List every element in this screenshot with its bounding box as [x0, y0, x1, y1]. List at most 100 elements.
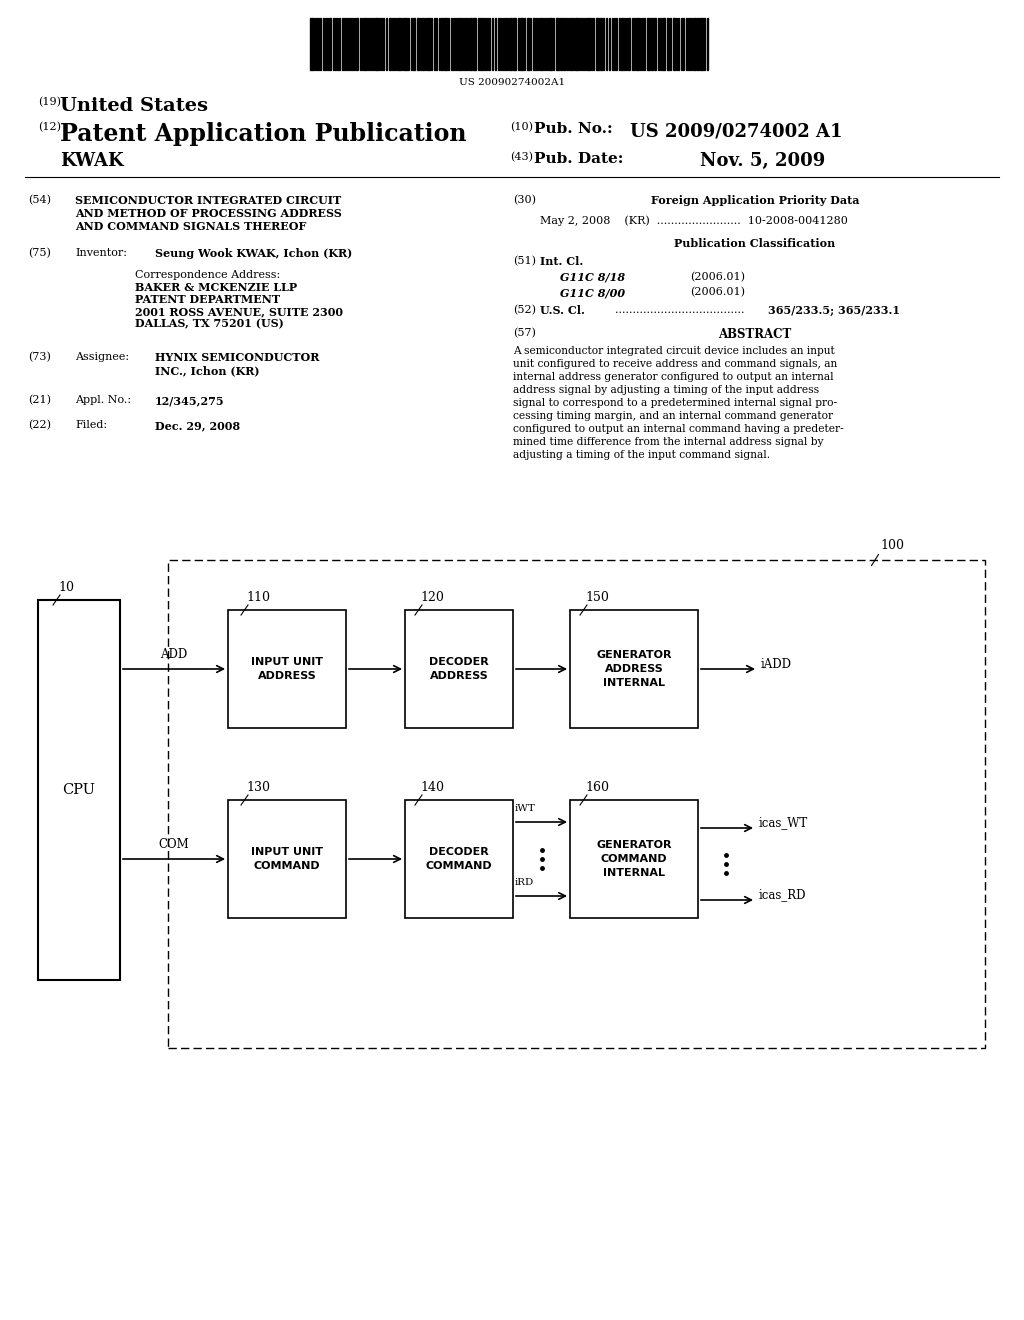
Text: PATENT DEPARTMENT: PATENT DEPARTMENT — [135, 294, 281, 305]
Text: 150: 150 — [585, 591, 609, 605]
Text: iADD: iADD — [761, 657, 792, 671]
Text: G11C 8/18: G11C 8/18 — [560, 272, 625, 282]
Text: GENERATOR: GENERATOR — [596, 649, 672, 660]
Text: 10: 10 — [58, 581, 74, 594]
Text: ADDRESS: ADDRESS — [430, 671, 488, 681]
Text: Assignee:: Assignee: — [75, 352, 129, 362]
Text: United States: United States — [60, 96, 208, 115]
Text: INPUT UNIT: INPUT UNIT — [251, 847, 323, 857]
Bar — [654, 18, 656, 70]
Text: (75): (75) — [28, 248, 51, 259]
Text: (21): (21) — [28, 395, 51, 405]
Text: COMMAND: COMMAND — [601, 854, 668, 865]
Bar — [570, 610, 698, 729]
Text: BAKER & MCKENZIE LLP: BAKER & MCKENZIE LLP — [135, 282, 297, 293]
Text: May 2, 2008    (KR)  ........................  10-2008-0041280: May 2, 2008 (KR) .......................… — [540, 215, 848, 226]
Text: Appl. No.:: Appl. No.: — [75, 395, 131, 405]
Text: (73): (73) — [28, 352, 51, 362]
Bar — [310, 18, 313, 70]
Text: .....................................: ..................................... — [615, 305, 744, 315]
Bar — [621, 18, 623, 70]
Bar — [441, 18, 443, 70]
Text: (52): (52) — [513, 305, 536, 315]
Bar — [480, 18, 482, 70]
Bar — [406, 800, 513, 917]
Bar — [662, 18, 665, 70]
Text: Dec. 29, 2008: Dec. 29, 2008 — [155, 420, 240, 432]
Text: Seung Wook KWAK, Ichon (KR): Seung Wook KWAK, Ichon (KR) — [155, 248, 352, 259]
Text: DALLAS, TX 75201 (US): DALLAS, TX 75201 (US) — [135, 318, 284, 329]
Bar — [398, 18, 401, 70]
Text: 110: 110 — [246, 591, 270, 605]
Text: GENERATOR: GENERATOR — [596, 840, 672, 850]
Text: address signal by adjusting a timing of the input address: address signal by adjusting a timing of … — [513, 385, 819, 395]
Text: (10): (10) — [510, 121, 534, 132]
Bar — [406, 610, 513, 729]
Text: (51): (51) — [513, 256, 536, 267]
Text: AND METHOD OF PROCESSING ADDRESS: AND METHOD OF PROCESSING ADDRESS — [75, 209, 342, 219]
Text: ADDRESS: ADDRESS — [258, 671, 316, 681]
Text: 160: 160 — [585, 781, 609, 795]
Text: (2006.01): (2006.01) — [690, 286, 745, 297]
Text: Publication Classification: Publication Classification — [675, 238, 836, 249]
Text: Nov. 5, 2009: Nov. 5, 2009 — [700, 152, 825, 170]
Text: US 2009/0274002 A1: US 2009/0274002 A1 — [630, 121, 843, 140]
Text: 2001 ROSS AVENUE, SUITE 2300: 2001 ROSS AVENUE, SUITE 2300 — [135, 306, 343, 317]
Text: icas_RD: icas_RD — [759, 888, 807, 902]
Bar — [427, 18, 430, 70]
Text: adjusting a timing of the input command signal.: adjusting a timing of the input command … — [513, 450, 770, 459]
Bar — [473, 18, 476, 70]
Text: (22): (22) — [28, 420, 51, 430]
Bar — [667, 18, 669, 70]
Bar — [628, 18, 630, 70]
Text: (30): (30) — [513, 195, 536, 206]
Bar — [556, 18, 559, 70]
Text: signal to correspond to a predetermined internal signal pro-: signal to correspond to a predetermined … — [513, 399, 838, 408]
Text: US 20090274002A1: US 20090274002A1 — [459, 78, 565, 87]
Text: Correspondence Address:: Correspondence Address: — [135, 271, 281, 280]
Bar — [534, 18, 535, 70]
Bar — [700, 18, 703, 70]
Text: INPUT UNIT: INPUT UNIT — [251, 657, 323, 667]
Text: Inventor:: Inventor: — [75, 248, 127, 257]
Bar — [444, 18, 447, 70]
Text: iWT: iWT — [515, 804, 536, 813]
Bar — [570, 800, 698, 917]
Text: ADDRESS: ADDRESS — [604, 664, 664, 675]
Text: DECODER: DECODER — [429, 657, 488, 667]
Bar — [596, 18, 599, 70]
Text: CPU: CPU — [62, 783, 95, 797]
Text: G11C 8/00: G11C 8/00 — [560, 286, 625, 298]
Bar — [513, 18, 516, 70]
Text: COMMAND: COMMAND — [254, 861, 321, 871]
Bar — [422, 18, 424, 70]
Text: (2006.01): (2006.01) — [690, 272, 745, 282]
Bar — [549, 18, 552, 70]
Bar — [527, 18, 529, 70]
Bar — [520, 18, 523, 70]
Text: Pub. No.:: Pub. No.: — [534, 121, 612, 136]
Text: cessing timing margin, and an internal command generator: cessing timing margin, and an internal c… — [513, 411, 834, 421]
Text: Foreign Application Priority Data: Foreign Application Priority Data — [650, 195, 859, 206]
Text: COMMAND: COMMAND — [426, 861, 493, 871]
Bar — [168, 560, 985, 1048]
Text: INC., Ichon (KR): INC., Ichon (KR) — [155, 366, 259, 376]
Bar — [647, 18, 650, 70]
Bar — [228, 610, 346, 729]
Text: (54): (54) — [28, 195, 51, 206]
Text: icas_WT: icas_WT — [759, 817, 808, 829]
Bar — [413, 18, 415, 70]
Bar — [375, 18, 378, 70]
Text: unit configured to receive address and command signals, an: unit configured to receive address and c… — [513, 359, 838, 370]
Bar — [651, 18, 653, 70]
Bar — [575, 18, 578, 70]
Text: configured to output an internal command having a predeter-: configured to output an internal command… — [513, 424, 844, 434]
Text: (19): (19) — [38, 96, 61, 107]
Text: Filed:: Filed: — [75, 420, 108, 430]
Bar — [540, 18, 542, 70]
Text: INTERNAL: INTERNAL — [603, 678, 665, 688]
Bar — [694, 18, 696, 70]
Text: KWAK: KWAK — [60, 152, 124, 170]
Text: A semiconductor integrated circuit device includes an input: A semiconductor integrated circuit devic… — [513, 346, 835, 356]
Bar — [389, 18, 391, 70]
